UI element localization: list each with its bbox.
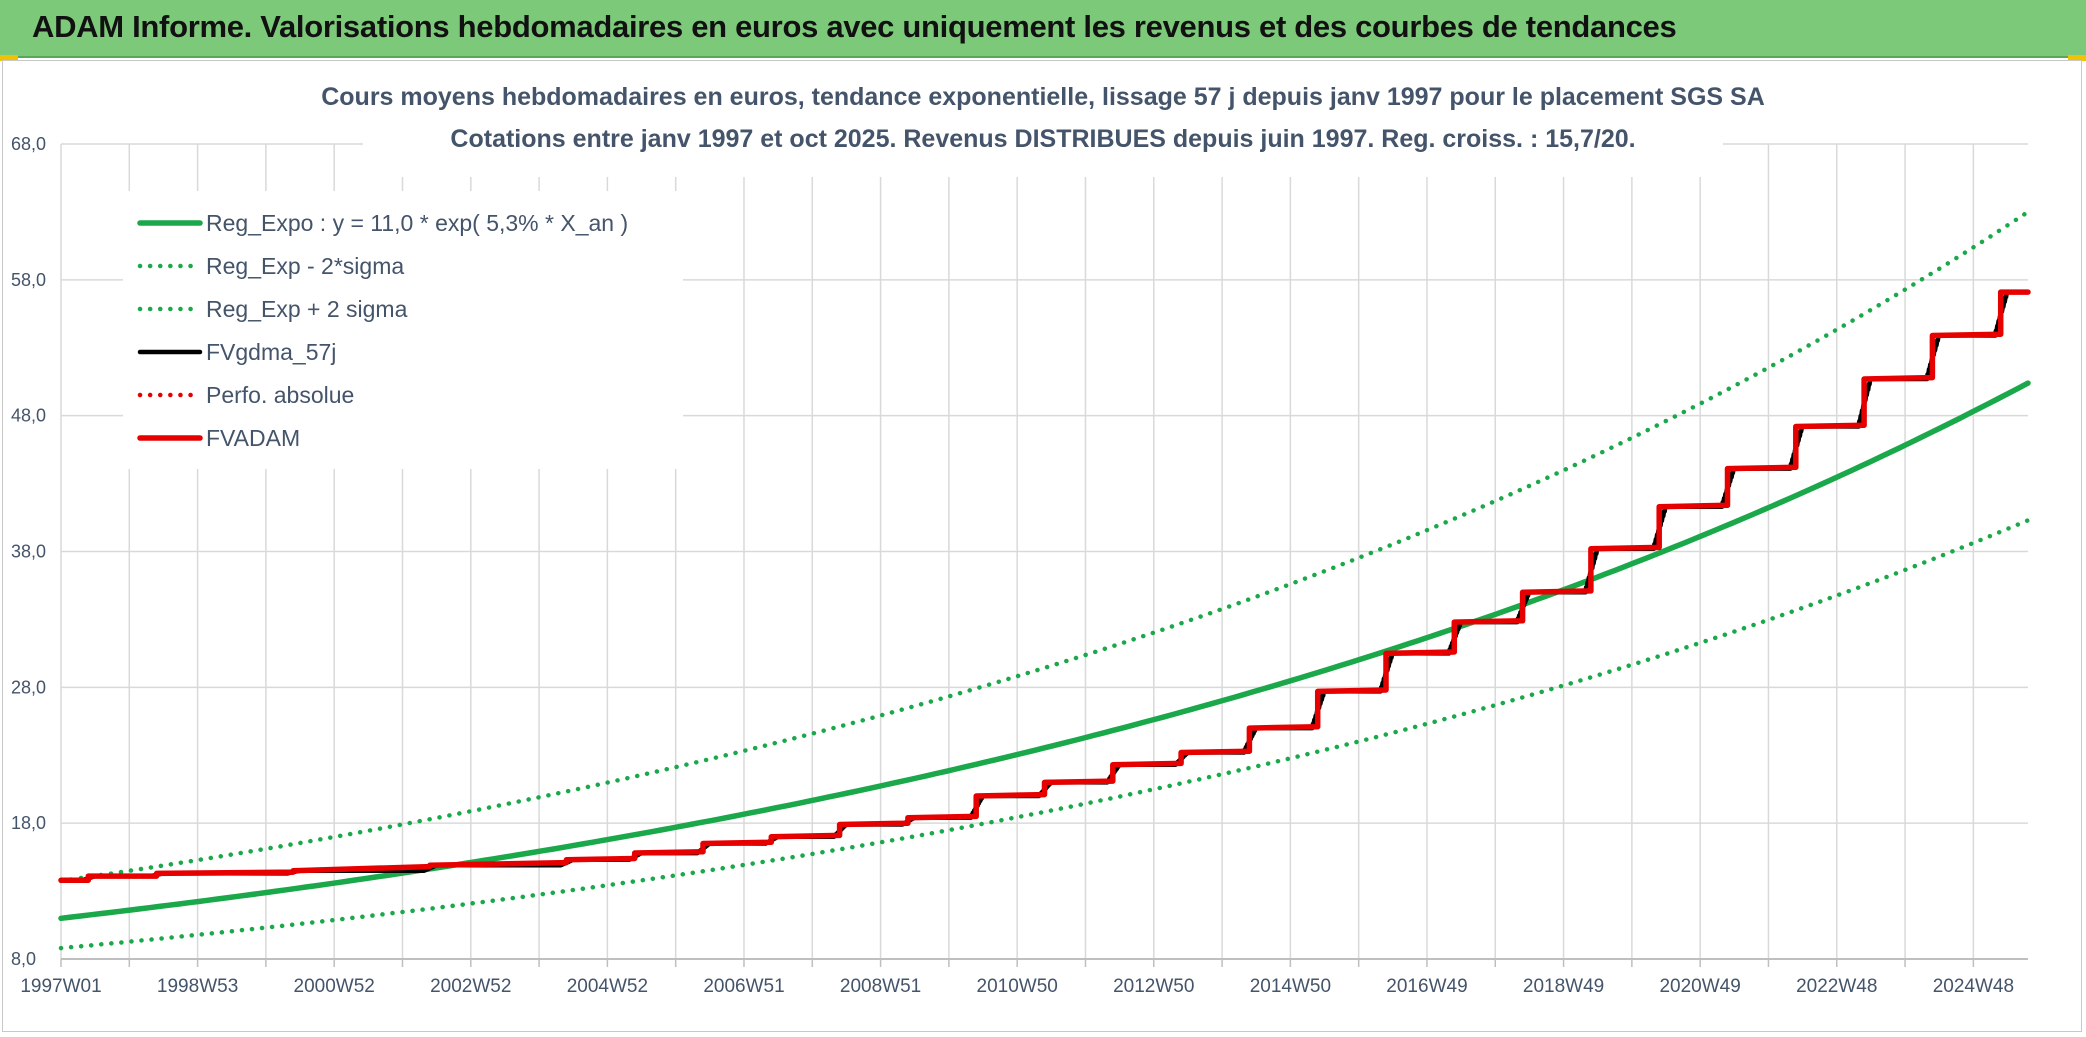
corner-marker-left: [0, 55, 18, 61]
legend-backdrop: [123, 191, 683, 469]
x-tick-label: 2002W52: [430, 976, 511, 997]
page-title: ADAM Informe. Valorisations hebdomadaire…: [32, 9, 1677, 44]
x-tick-label: 2008W51: [840, 976, 921, 997]
x-tick-label: 2012W50: [1113, 976, 1194, 997]
series-line-fvadam: [58, 289, 2031, 883]
chart-frame: 8,0 18,0 28,0 38,0 48,0 58,0 68,0 1997W01 1998W5…: [2, 60, 2082, 1032]
x-tick-label: 2004W52: [567, 976, 648, 997]
x-tick-label: 1997W01: [20, 976, 101, 997]
corner-marker-right: [2068, 55, 2086, 61]
x-tick-label: 1998W53: [157, 976, 238, 997]
header-banner: ADAM Informe. Valorisations hebdomadaire…: [0, 0, 2086, 58]
x-tick-label: 2024W48: [1933, 976, 2014, 997]
y-tick-label: 48,0: [11, 406, 46, 426]
y-tick-label: 38,0: [11, 542, 46, 562]
x-tick-label: 2000W52: [294, 976, 375, 997]
chart-title-line-2: Cotations entre janv 1997 et oct 2025. R…: [450, 125, 1635, 153]
legend-label: Reg_Exp - 2*sigma: [206, 253, 404, 279]
x-tick-label: 2022W48: [1796, 976, 1877, 997]
x-tick-label: 2010W50: [977, 976, 1058, 997]
y-tick-label: 8,0: [11, 949, 36, 969]
chart-canvas: 8,0 18,0 28,0 38,0 48,0 58,0 68,0 1997W01 1998W5…: [11, 67, 2031, 997]
legend-label: FVgdma_57j: [206, 339, 336, 365]
y-tick-label: 28,0: [11, 677, 46, 697]
x-tick-label: 2006W51: [703, 976, 784, 997]
series-line-reg-exp-2-sigma: [58, 518, 2031, 951]
series-line-reg-exp-2-sigma: [58, 209, 2031, 884]
legend-label: FVADAM: [206, 425, 300, 451]
chart-title-line-1: Cours moyens hebdomadaires en euros, ten…: [321, 83, 1765, 111]
x-tick-label: 2020W49: [1659, 976, 1740, 997]
x-tick-label: 2018W49: [1523, 976, 1604, 997]
series-line-reg-expo-y-11-0-exp-5-3-x-an: [58, 380, 2031, 922]
chart-legend: Reg_Expo : y = 11,0 * exp( 5,3% * X_an )…: [123, 191, 683, 469]
chart-series: [58, 209, 2031, 951]
legend-label: Reg_Exp + 2 sigma: [206, 296, 408, 322]
y-tick-label: 18,0: [11, 813, 46, 833]
legend-label: Perfo. absolue: [206, 382, 354, 408]
title-backdrop: [363, 67, 1723, 177]
x-tick-label: 2014W50: [1250, 976, 1331, 997]
x-tick-label: 2016W49: [1386, 976, 1467, 997]
y-tick-label: 68,0: [11, 134, 46, 154]
legend-label: Reg_Expo : y = 11,0 * exp( 5,3% * X_an ): [206, 210, 628, 236]
y-tick-label: 58,0: [11, 270, 46, 290]
chart-axes: 8,0 18,0 28,0 38,0 48,0 58,0 68,0 1997W01 1998W5…: [11, 134, 2028, 997]
